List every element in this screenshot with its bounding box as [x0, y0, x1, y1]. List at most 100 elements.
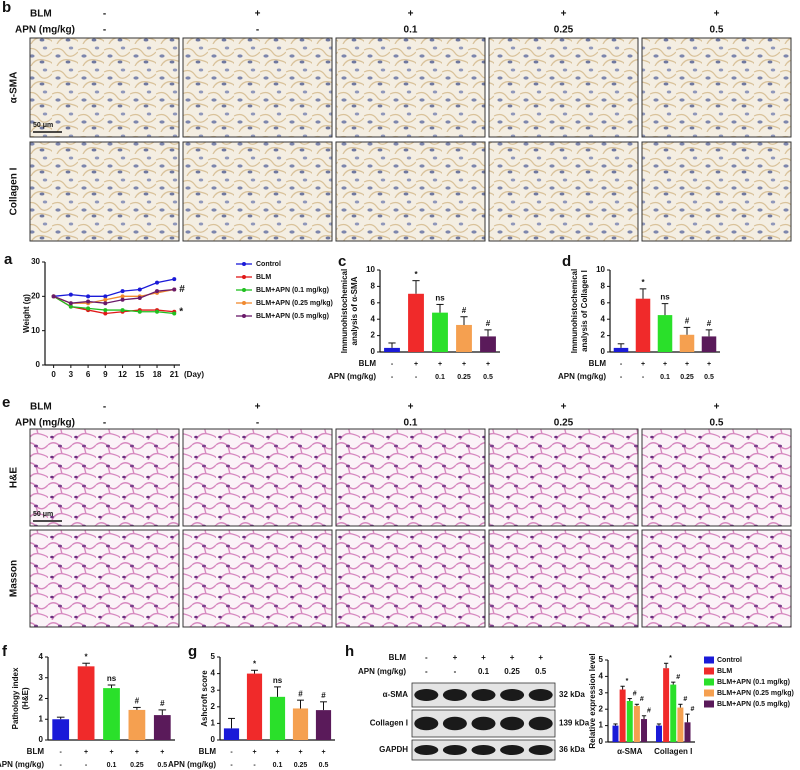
group-row-label: BLM	[359, 359, 377, 368]
blot-band	[528, 689, 553, 701]
bar	[701, 336, 717, 352]
blot-band	[500, 716, 525, 731]
y-tick-label: 2	[211, 702, 216, 711]
group-row-value: 0.5	[157, 762, 167, 769]
x-tick-label: 9	[103, 370, 108, 379]
y-tick-label: 30	[31, 257, 40, 266]
header-label: APN (mg/kg)	[15, 25, 75, 36]
legend-label: BLM+APN (0.25 mg/kg)	[256, 300, 333, 307]
header-value: -	[256, 418, 259, 429]
line-marker	[137, 287, 142, 292]
line-marker	[137, 309, 142, 314]
y-tick-label: 5	[599, 655, 604, 664]
group-row-label: APN (mg/kg)	[328, 372, 376, 381]
group-row-value: +	[641, 361, 645, 368]
header-value: +	[408, 402, 414, 413]
x-tick-label: 18	[153, 370, 162, 379]
legend-label: Control	[717, 657, 742, 664]
annotation: #	[179, 284, 185, 295]
annotation: *	[179, 306, 183, 317]
header-value: 0.1	[404, 25, 418, 36]
header-value: 0.5	[535, 667, 547, 676]
bar-annotation: ns	[435, 294, 445, 303]
blot-band	[414, 689, 439, 701]
header-label: BLM	[389, 653, 407, 662]
micrograph	[488, 141, 639, 242]
group-row-value: +	[321, 749, 325, 756]
group-row-value: -	[415, 374, 418, 381]
header-value: 0.25	[554, 25, 574, 36]
line-marker	[103, 294, 108, 299]
bar	[663, 668, 670, 742]
y-tick-label: 2	[599, 704, 604, 713]
bar-annotation: *	[414, 270, 418, 279]
header-value: +	[714, 9, 720, 20]
line-marker	[172, 287, 177, 292]
legend-swatch	[704, 700, 714, 708]
legend-marker	[242, 288, 246, 292]
bar	[613, 347, 629, 352]
group-row-label: BLM	[589, 359, 607, 368]
header-value: +	[510, 653, 515, 662]
blot-band	[528, 745, 553, 755]
micrograph	[29, 529, 180, 628]
bar	[641, 719, 648, 742]
x-tick-label: α-SMA	[617, 747, 643, 756]
micrograph	[641, 428, 792, 527]
bar	[612, 725, 619, 742]
group-row-value: 0.1	[660, 374, 670, 381]
legend-label: BLM	[256, 274, 271, 281]
group-row-value: 0.25	[457, 374, 471, 381]
y-tick-label: 2	[371, 331, 376, 340]
line-marker	[86, 299, 91, 304]
bar-annotation: *	[626, 678, 629, 685]
panel-letter: c	[338, 253, 346, 270]
bar-annotation: #	[691, 706, 695, 713]
y-tick-label: 10	[31, 326, 40, 335]
header-value: 0.1	[404, 418, 418, 429]
line-marker	[68, 292, 73, 297]
bar-annotation: #	[298, 689, 303, 698]
group-row-value: +	[84, 749, 88, 756]
line-marker	[120, 289, 125, 294]
bar	[246, 673, 263, 740]
bar	[456, 324, 472, 352]
group-row-value: 0.1	[107, 762, 117, 769]
group-row-value: -	[253, 762, 256, 769]
group-row-value: 0.25	[130, 762, 144, 769]
group-row-value: +	[462, 361, 466, 368]
header-value: +	[714, 402, 720, 413]
y-axis-label: Pathology index	[11, 667, 20, 729]
header-value: -	[454, 667, 457, 676]
panel-letter: g	[188, 643, 197, 660]
legend-swatch	[704, 678, 714, 686]
group-row-value: 0.1	[273, 762, 283, 769]
group-row-value: 0.25	[680, 374, 694, 381]
header-label: APN (mg/kg)	[15, 418, 75, 429]
x-tick-label: 6	[86, 370, 91, 379]
blot-band	[442, 689, 467, 701]
bar-annotation: #	[462, 306, 467, 315]
bar	[480, 336, 496, 352]
panel-letter: h	[345, 643, 354, 660]
micrograph	[641, 529, 792, 628]
line-marker	[86, 294, 91, 299]
micrograph	[335, 529, 486, 628]
group-row-value: +	[663, 361, 667, 368]
group-row-label: APN (mg/kg)	[168, 760, 216, 769]
bar	[635, 298, 651, 352]
bar	[103, 688, 120, 740]
band-size: 32 kDa	[559, 690, 585, 699]
micrograph	[488, 428, 639, 527]
bar	[223, 728, 240, 740]
micrograph	[182, 529, 333, 628]
group-row-value: -	[620, 374, 623, 381]
line-marker	[155, 289, 160, 294]
legend-label: BLM+APN (0.1 mg/kg)	[256, 287, 329, 294]
scale-bar-label: 50 μm	[33, 511, 53, 518]
bar	[269, 696, 286, 740]
bar	[633, 705, 640, 742]
group-row-value: 0.5	[704, 374, 714, 381]
row-label: Collagen I	[9, 167, 20, 215]
